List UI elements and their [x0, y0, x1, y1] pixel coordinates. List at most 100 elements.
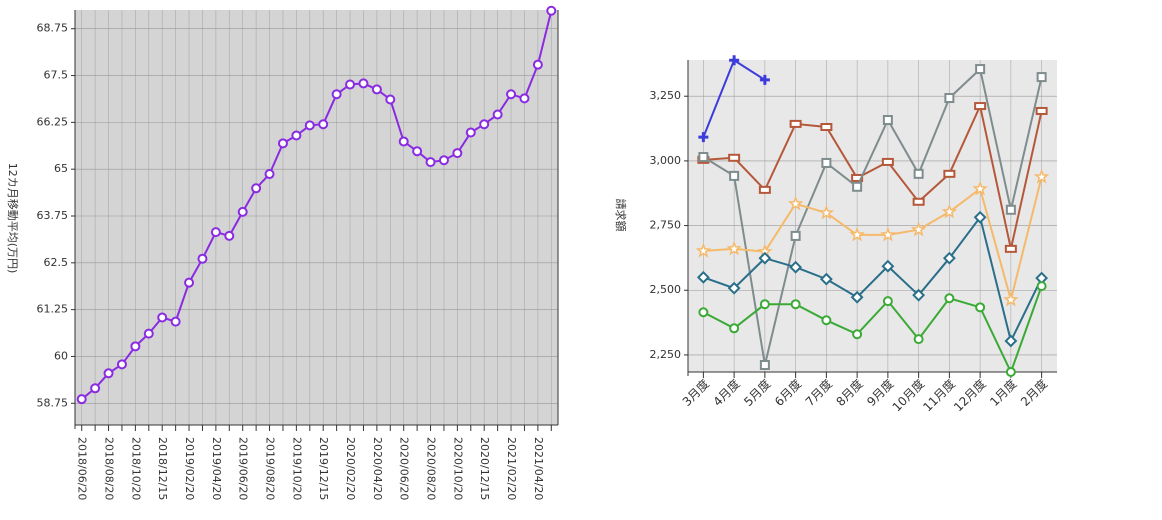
point — [975, 64, 986, 75]
y-tick-label: 2,500 — [650, 283, 682, 296]
point — [790, 299, 801, 310]
point — [696, 270, 710, 284]
plot-area — [688, 60, 1057, 372]
point — [371, 84, 382, 95]
point — [913, 334, 924, 345]
point — [821, 315, 832, 326]
x-tick-label: 2020/02/20 — [344, 437, 357, 500]
point — [385, 94, 396, 105]
y-tick-label: 63.75 — [37, 209, 69, 222]
point — [912, 197, 925, 206]
x-tick-label: 5月度 — [740, 376, 773, 409]
point — [1003, 291, 1019, 307]
point — [882, 115, 893, 126]
y-tick-label: 58.75 — [37, 396, 69, 409]
y-tick-label: 66.25 — [37, 115, 69, 128]
point — [852, 181, 863, 192]
point — [197, 253, 208, 264]
point — [789, 260, 803, 274]
point — [881, 259, 895, 273]
point — [695, 242, 712, 258]
x-tick-label: 12月度 — [950, 376, 988, 414]
point — [465, 127, 476, 138]
point — [698, 307, 709, 318]
x-tick-label: 11月度 — [920, 376, 958, 414]
point — [358, 78, 369, 89]
y-tick-label: 3,000 — [650, 154, 682, 167]
point — [727, 281, 741, 295]
point — [1033, 168, 1050, 184]
y-tick-label: 3,250 — [650, 89, 682, 102]
point — [729, 55, 740, 66]
point — [264, 169, 275, 180]
x-tick-label: 2019/02/20 — [183, 437, 196, 500]
point — [184, 277, 195, 288]
x-tick-label: 2020/12/15 — [478, 437, 491, 500]
point — [1036, 281, 1047, 292]
point — [157, 312, 168, 323]
x-tick-label: 2020/10/20 — [451, 437, 464, 500]
x-tick-label: 2018/12/15 — [156, 437, 169, 500]
point — [880, 226, 896, 242]
point — [532, 59, 543, 70]
point — [224, 230, 235, 241]
x-tick-label: 2019/12/15 — [317, 437, 330, 500]
point — [698, 132, 709, 143]
point — [759, 74, 770, 85]
point — [1005, 204, 1016, 215]
x-tick-label: 1月度 — [986, 376, 1019, 409]
x-tick-label: 2020/08/20 — [425, 437, 438, 500]
point — [492, 109, 503, 120]
x-tick-label: 2021/02/20 — [505, 437, 518, 500]
y-tick-label: 65 — [54, 162, 68, 175]
x-tick-label: 8月度 — [833, 376, 866, 409]
point — [1004, 244, 1017, 253]
y-tick-label: 60 — [54, 349, 68, 362]
point — [944, 293, 955, 304]
point — [425, 157, 436, 168]
point — [943, 169, 956, 178]
point — [90, 383, 101, 394]
series-line — [703, 215, 1043, 344]
point — [130, 341, 141, 352]
point — [1036, 72, 1047, 83]
x-tick-label: 2018/10/20 — [129, 437, 142, 500]
y-tick-label: 62.5 — [44, 256, 69, 269]
series-line — [703, 176, 1043, 304]
x-tick-label: 7月度 — [802, 376, 835, 409]
point — [412, 146, 423, 157]
point — [76, 394, 87, 405]
point — [818, 204, 835, 220]
point — [790, 230, 801, 241]
point — [913, 168, 924, 179]
point — [944, 93, 955, 104]
point — [758, 185, 771, 194]
series-line — [702, 285, 1043, 375]
point — [728, 153, 741, 162]
x-tick-label: 2019/06/20 — [237, 437, 250, 500]
point — [251, 183, 262, 194]
point — [819, 272, 833, 286]
point — [237, 206, 248, 217]
series-line — [703, 102, 1043, 250]
point — [787, 195, 804, 211]
x-tick-label: 2020/06/20 — [398, 437, 411, 500]
point — [758, 251, 772, 265]
point — [143, 328, 154, 339]
point — [882, 296, 893, 307]
point — [759, 360, 770, 371]
point — [1004, 334, 1018, 348]
point — [973, 210, 987, 224]
x-tick-label: 2020/04/20 — [371, 437, 384, 500]
y-tick-label: 2,250 — [650, 348, 682, 361]
y-axis-label: 12カ月移動平均(万円) — [6, 163, 20, 274]
point — [452, 148, 463, 159]
x-tick-label: 2018/08/20 — [103, 437, 116, 500]
x-tick-label: 2月度 — [1017, 376, 1050, 409]
point — [821, 157, 832, 168]
point — [277, 138, 288, 149]
point — [1035, 106, 1048, 115]
point — [304, 120, 315, 131]
point — [291, 130, 302, 141]
